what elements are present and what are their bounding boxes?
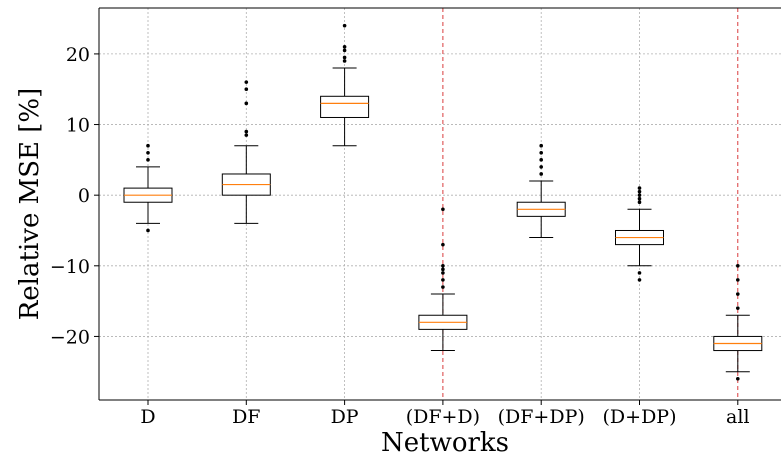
outlier-point [441, 271, 445, 275]
outlier-point [637, 186, 642, 190]
outlier-point [736, 377, 740, 381]
outlier-point [539, 172, 543, 176]
outlier-point [342, 55, 347, 60]
outlier-point [441, 285, 445, 289]
outlier-point [146, 228, 150, 233]
plot-background [99, 8, 781, 400]
x-tick-label: DF [232, 406, 260, 428]
separator-lines [442, 8, 739, 400]
outlier-point [441, 278, 445, 282]
outlier-point [736, 264, 740, 268]
box-d [123, 143, 173, 233]
interquartile-box [320, 95, 370, 118]
outlier-point [441, 242, 445, 247]
outlier-point [146, 150, 150, 155]
outlier-point [244, 87, 249, 92]
outlier-point [637, 200, 642, 205]
outlier-point [736, 306, 740, 310]
outlier-point [539, 158, 543, 162]
y-tick-label: 10 [66, 115, 90, 137]
outlier-point [244, 133, 249, 137]
y-tick-label: −10 [50, 256, 90, 278]
outlier-point [146, 158, 150, 162]
box-df [221, 80, 271, 224]
outlier-point [539, 143, 543, 148]
outlier-point [441, 207, 445, 212]
outlier-point [637, 189, 642, 194]
outlier-point [637, 271, 642, 275]
y-axis-title: Relative MSE [%] [15, 88, 45, 321]
outlier-point [637, 196, 642, 201]
y-ticks: −20 −10 0 10 20 [50, 44, 99, 348]
outlier-point [637, 278, 642, 282]
box-dp [320, 23, 370, 147]
outlier-point [637, 193, 642, 197]
outlier-point [441, 264, 445, 268]
boxes [123, 23, 763, 381]
outlier-point [342, 48, 347, 53]
outlier-point [539, 165, 543, 169]
outlier-point [146, 143, 150, 148]
x-tick-label: D [140, 406, 155, 428]
outlier-point [342, 59, 347, 63]
outlier-point [244, 129, 249, 134]
x-tick-label: DP [331, 406, 359, 428]
x-axis-title: Networks [381, 428, 509, 458]
outlier-point [736, 278, 740, 282]
x-tick-label: (DF+DP) [498, 406, 585, 428]
x-tick-label: (DF+D) [406, 406, 480, 428]
axes [98, 7, 781, 401]
x-tick-label: all [726, 406, 749, 428]
outlier-point [736, 292, 740, 296]
box-df-d [418, 207, 468, 352]
outlier-point [244, 101, 249, 106]
outlier-point [244, 80, 249, 84]
x-tick-label: (D+DP) [603, 406, 677, 428]
x-ticks: D DF DP (DF+D) (DF+DP) (D+DP) all [140, 400, 750, 428]
box-d-dp [615, 186, 664, 282]
box-all [713, 264, 763, 381]
outlier-point [342, 23, 347, 28]
outlier-point [539, 150, 543, 155]
y-tick-label: 0 [78, 185, 90, 207]
outlier-point [441, 267, 445, 272]
box-df-dp [516, 143, 566, 239]
y-tick-label: 20 [66, 44, 90, 66]
y-tick-label: −20 [50, 326, 90, 348]
outlier-point [342, 45, 347, 49]
